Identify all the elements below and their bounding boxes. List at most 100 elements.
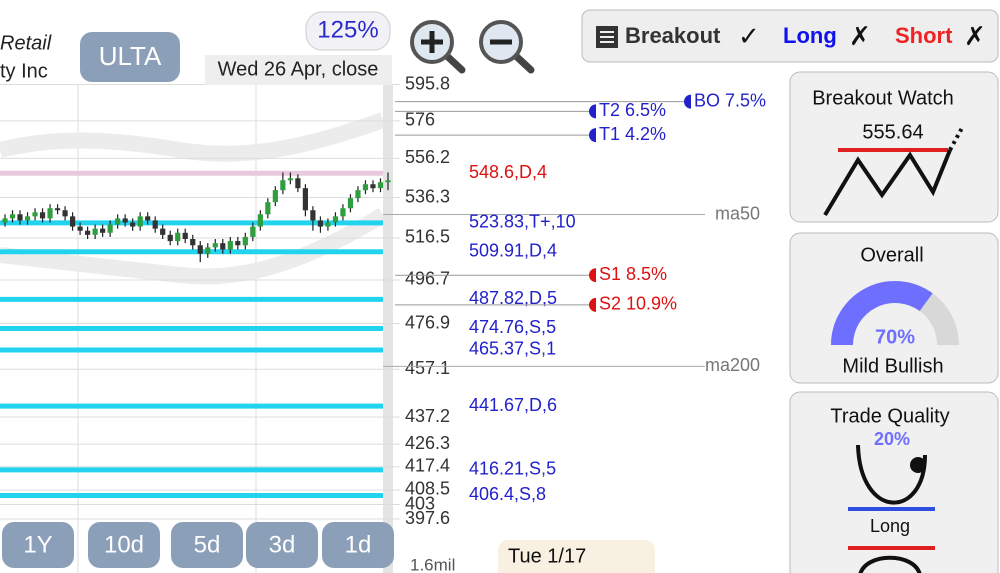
candle-body (295, 178, 301, 189)
company-name: ty Inc (0, 60, 48, 82)
card[interactable] (789, 391, 999, 573)
card-title: Overall (860, 244, 923, 266)
candle-body (167, 234, 173, 242)
range-button[interactable] (246, 522, 318, 568)
zoom-out[interactable] (479, 20, 535, 74)
range-button-label: 3d (269, 531, 296, 558)
candle-body (250, 226, 256, 237)
zoom-level: 125% (317, 16, 378, 43)
breakout-toggle[interactable]: Breakout (625, 23, 721, 48)
y-tick-label: 595.8 (405, 73, 450, 93)
candle-body (9, 214, 16, 219)
candle-body (332, 216, 339, 223)
candle-body (287, 178, 293, 181)
candle-body (370, 184, 376, 189)
level-label: 406.4,S,8 (469, 484, 546, 504)
candle-body (100, 228, 106, 233)
candle-body (257, 214, 263, 227)
candle-body (385, 180, 391, 183)
ma-label: ma200 (705, 355, 760, 375)
candle-body (182, 232, 188, 240)
check-mark: ✓ (738, 21, 760, 51)
candle-body (190, 239, 196, 246)
candle-body (175, 232, 181, 242)
range-button[interactable] (88, 522, 160, 568)
y-tick-label: 408.5 (405, 479, 450, 499)
candle-body (85, 230, 91, 235)
candle-body (310, 210, 316, 221)
candle-body (347, 198, 354, 209)
quality-score: 20% (874, 429, 910, 449)
verdict: Mild Bullish (842, 355, 943, 377)
long-toggle[interactable]: Long (783, 23, 837, 48)
target-label: S2 10.9% (599, 294, 677, 314)
target-marker (589, 297, 596, 312)
y-tick-label: 417.4 (405, 456, 450, 476)
candle-body (122, 218, 128, 223)
ticker: ULTA (99, 41, 162, 71)
gauge-value (831, 281, 933, 346)
y-tick-label: 476.9 (405, 312, 450, 332)
y-tick-label: 536.3 (405, 186, 450, 206)
candle-body (220, 243, 226, 250)
candle-body (242, 236, 248, 246)
toolbar (581, 9, 999, 63)
zoom-in[interactable] (410, 20, 466, 74)
card[interactable] (789, 232, 999, 384)
cross-mark: ✗ (849, 21, 871, 51)
level-label: 474.76,S,5 (469, 317, 556, 337)
candle-body (302, 188, 308, 211)
range-button[interactable] (322, 522, 394, 568)
level-label: 523.83,T+,10 (469, 212, 576, 232)
date-tooltip-text: Tue 1/17 (508, 545, 586, 567)
quality-icon (910, 457, 926, 473)
candle-body (272, 190, 278, 203)
volume-label: 1.6mil (410, 555, 455, 573)
candle-body (145, 216, 151, 221)
candle-body (152, 220, 158, 229)
candle-body (24, 216, 31, 221)
quality-icon (856, 444, 927, 505)
target-marker (589, 268, 596, 283)
candle-body (92, 228, 98, 235)
cross-mark: ✗ (964, 21, 986, 51)
side: Long (870, 516, 910, 536)
target-marker (684, 94, 691, 109)
y-tick-label: 426.3 (405, 433, 450, 453)
candle-body (115, 218, 121, 225)
candle-body (47, 208, 53, 219)
candle-body (197, 245, 203, 254)
range-button-label: 1d (345, 531, 372, 558)
y-tick-label: 576 (405, 110, 435, 130)
range-button-label: 10d (104, 531, 144, 558)
level-label: 416.21,S,5 (469, 459, 556, 479)
target-label: BO 7.5% (694, 90, 766, 110)
y-tick-label: 556.2 (405, 147, 450, 167)
candle-body (205, 247, 211, 254)
level-label: 548.6,D,4 (469, 162, 547, 182)
range-button[interactable] (2, 522, 74, 568)
candle-body (39, 212, 46, 219)
ticker-button[interactable] (80, 32, 180, 82)
range-button[interactable] (171, 522, 243, 568)
date-box (205, 55, 392, 85)
level-label: 441.67,D,6 (469, 395, 557, 415)
zoom-pill[interactable] (305, 11, 391, 51)
candle-body (325, 222, 331, 227)
company-name: Retail (0, 32, 52, 54)
card-title: Breakout Watch (812, 87, 954, 109)
card-title: Trade Quality (830, 405, 949, 427)
candle-body (17, 214, 23, 221)
scrollbar[interactable] (383, 85, 393, 573)
candle-body (265, 202, 271, 215)
short-toggle[interactable]: Short (895, 23, 953, 48)
candle-body (377, 182, 384, 189)
candle-body (62, 210, 68, 217)
quality-icon (858, 555, 922, 573)
breakout-icon (823, 149, 952, 217)
date: Wed 26 Apr, close (218, 58, 379, 80)
level-label: 465.37,S,1 (469, 339, 556, 359)
target-marker (589, 104, 596, 119)
y-tick-label: 397.6 (405, 508, 450, 528)
